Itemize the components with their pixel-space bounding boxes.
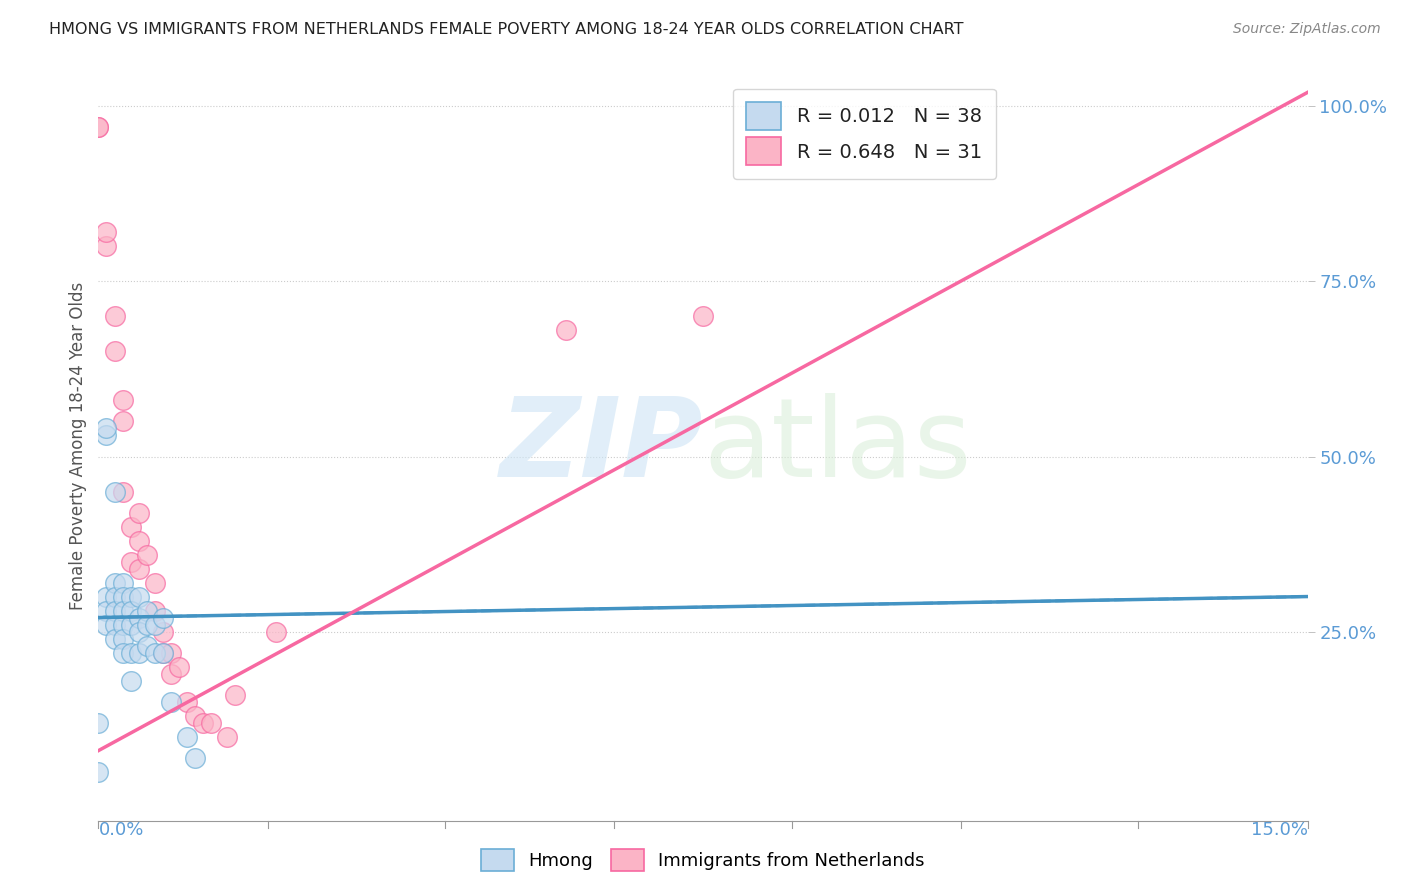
Point xyxy=(160,646,183,660)
Text: atlas: atlas xyxy=(703,392,972,500)
Point xyxy=(152,624,174,639)
Point xyxy=(128,646,150,660)
Point xyxy=(111,646,134,660)
Point xyxy=(111,590,134,604)
Point xyxy=(167,659,190,673)
Point xyxy=(160,695,183,709)
Point xyxy=(87,120,110,135)
Point xyxy=(96,617,118,632)
Point xyxy=(128,610,150,624)
Point xyxy=(217,730,239,744)
Point xyxy=(111,484,134,499)
Point xyxy=(87,764,110,779)
Point xyxy=(103,575,125,590)
Point xyxy=(143,575,166,590)
Point xyxy=(87,715,110,730)
Point xyxy=(128,533,150,548)
Point xyxy=(111,632,134,646)
Point xyxy=(120,646,142,660)
Point xyxy=(135,639,157,653)
Text: ZIP: ZIP xyxy=(499,392,703,500)
Point xyxy=(103,603,125,617)
Point xyxy=(135,603,157,617)
Point xyxy=(152,646,174,660)
Point xyxy=(555,323,578,337)
Point xyxy=(692,310,714,324)
Point xyxy=(193,715,215,730)
Point xyxy=(143,646,166,660)
Point xyxy=(128,506,150,520)
Point xyxy=(120,555,142,569)
Point xyxy=(135,617,157,632)
Point xyxy=(111,575,134,590)
Point xyxy=(111,617,134,632)
Point xyxy=(200,715,222,730)
Point xyxy=(103,590,125,604)
Point xyxy=(120,590,142,604)
Point xyxy=(120,673,142,688)
Legend: Hmong, Immigrants from Netherlands: Hmong, Immigrants from Netherlands xyxy=(474,842,932,879)
Point xyxy=(176,730,198,744)
Point xyxy=(184,750,207,764)
Text: 15.0%: 15.0% xyxy=(1250,821,1308,838)
Point xyxy=(120,519,142,533)
Point xyxy=(176,695,198,709)
Point xyxy=(103,617,125,632)
Point xyxy=(103,484,125,499)
Point xyxy=(96,226,118,240)
Point xyxy=(96,421,118,435)
Point xyxy=(264,624,287,639)
Point xyxy=(152,610,174,624)
Point xyxy=(143,603,166,617)
Point xyxy=(184,708,207,723)
Point xyxy=(160,666,183,681)
Text: HMONG VS IMMIGRANTS FROM NETHERLANDS FEMALE POVERTY AMONG 18-24 YEAR OLDS CORREL: HMONG VS IMMIGRANTS FROM NETHERLANDS FEM… xyxy=(49,22,963,37)
Point xyxy=(96,590,118,604)
Point xyxy=(152,646,174,660)
Text: Source: ZipAtlas.com: Source: ZipAtlas.com xyxy=(1233,22,1381,37)
Point xyxy=(103,632,125,646)
Point xyxy=(103,344,125,359)
Point xyxy=(120,617,142,632)
Point xyxy=(111,415,134,429)
Point xyxy=(128,561,150,575)
Point xyxy=(87,120,110,135)
Point xyxy=(111,393,134,408)
Y-axis label: Female Poverty Among 18-24 Year Olds: Female Poverty Among 18-24 Year Olds xyxy=(69,282,87,610)
Point xyxy=(103,310,125,324)
Text: 0.0%: 0.0% xyxy=(98,821,143,838)
Point xyxy=(135,548,157,562)
Legend: R = 0.012   N = 38, R = 0.648   N = 31: R = 0.012 N = 38, R = 0.648 N = 31 xyxy=(733,88,995,178)
Point xyxy=(96,239,118,253)
Point xyxy=(111,603,134,617)
Point xyxy=(143,617,166,632)
Point xyxy=(128,590,150,604)
Point xyxy=(224,688,246,702)
Point xyxy=(96,603,118,617)
Point xyxy=(128,624,150,639)
Point xyxy=(120,603,142,617)
Point xyxy=(96,428,118,442)
